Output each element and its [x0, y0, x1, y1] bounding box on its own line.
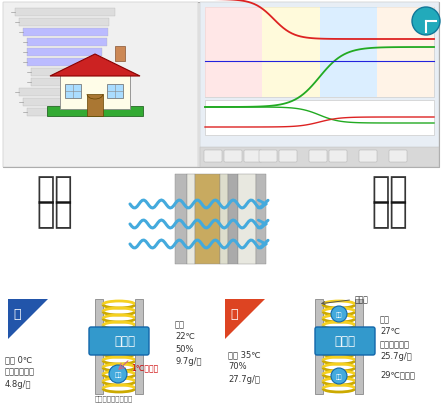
Text: 透湿抵抗のある建材: 透湿抵抗のある建材 — [95, 394, 133, 401]
Bar — [200, 148, 439, 168]
Bar — [19, 89, 109, 97]
Circle shape — [109, 365, 127, 383]
Bar — [31, 69, 96, 77]
Polygon shape — [8, 299, 48, 339]
Text: 外部 35℃
70%
27.7g/㎡: 外部 35℃ 70% 27.7g/㎡ — [228, 349, 261, 383]
FancyBboxPatch shape — [315, 327, 375, 355]
FancyBboxPatch shape — [279, 151, 297, 162]
Text: 外部: 外部 — [372, 175, 408, 204]
Text: 内部: 内部 — [37, 175, 73, 204]
Bar — [107, 85, 123, 99]
Bar — [205, 8, 262, 98]
Bar — [377, 8, 434, 98]
Bar — [27, 39, 107, 47]
Text: 29℃で結露: 29℃で結露 — [380, 369, 415, 378]
Bar — [175, 175, 187, 264]
Bar — [23, 99, 103, 107]
Bar — [205, 8, 434, 98]
FancyBboxPatch shape — [329, 151, 347, 162]
Text: 結露: 結露 — [114, 371, 122, 377]
Text: 結露: 結露 — [336, 311, 342, 317]
Bar — [238, 175, 256, 264]
Polygon shape — [50, 55, 140, 77]
Bar — [262, 8, 320, 98]
Text: 結露: 結露 — [336, 373, 342, 379]
FancyBboxPatch shape — [224, 151, 242, 162]
Polygon shape — [225, 299, 265, 339]
Bar — [135, 299, 143, 394]
Bar — [95, 299, 103, 394]
FancyBboxPatch shape — [89, 327, 149, 355]
Bar — [256, 175, 266, 264]
Bar — [205, 101, 434, 136]
Text: 外部 0℃
絶対水蒸気量
4.8g/㎡: 外部 0℃ 絶対水蒸気量 4.8g/㎡ — [5, 354, 35, 388]
Text: 水蒸気: 水蒸気 — [335, 335, 355, 347]
Bar — [195, 175, 220, 264]
FancyBboxPatch shape — [309, 151, 327, 162]
Bar — [87, 95, 103, 117]
Text: 結露: 結露 — [37, 200, 73, 229]
Bar — [31, 79, 96, 87]
FancyBboxPatch shape — [204, 151, 222, 162]
Text: 1℃で結露: 1℃で結露 — [131, 362, 158, 371]
Text: 冬: 冬 — [13, 307, 20, 320]
Bar — [3, 3, 439, 168]
Bar — [187, 175, 195, 264]
Bar — [27, 59, 97, 67]
Circle shape — [412, 8, 440, 36]
Text: 水蒸気: 水蒸気 — [114, 335, 136, 347]
Text: 室内
22℃
50%
9.7g/㎡: 室内 22℃ 50% 9.7g/㎡ — [175, 319, 202, 366]
Bar — [115, 47, 125, 62]
Bar — [220, 175, 228, 264]
Bar — [320, 8, 377, 98]
Bar — [65, 85, 81, 99]
FancyBboxPatch shape — [244, 151, 262, 162]
Text: 防湿層: 防湿層 — [322, 294, 369, 305]
Bar — [27, 49, 102, 57]
Bar — [23, 29, 108, 37]
FancyBboxPatch shape — [359, 151, 377, 162]
Bar — [19, 19, 109, 27]
Circle shape — [331, 368, 347, 384]
Bar — [355, 299, 363, 394]
Bar — [60, 75, 130, 110]
Bar — [315, 299, 323, 394]
Bar — [15, 9, 115, 17]
Circle shape — [331, 306, 347, 322]
Text: 夏: 夏 — [230, 307, 237, 320]
Bar — [200, 3, 439, 168]
Text: 結露: 結露 — [372, 200, 408, 229]
Text: 室内
27℃
絶対水蒸気量
25.7g/㎡: 室内 27℃ 絶対水蒸気量 25.7g/㎡ — [380, 314, 412, 360]
FancyBboxPatch shape — [389, 151, 407, 162]
Bar — [228, 175, 238, 264]
FancyBboxPatch shape — [259, 151, 277, 162]
Bar — [47, 107, 143, 117]
Bar — [3, 3, 198, 168]
Bar — [27, 109, 102, 117]
